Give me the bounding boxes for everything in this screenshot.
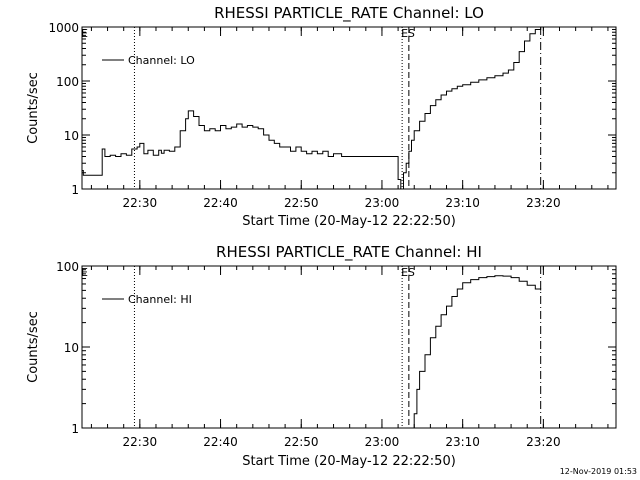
marker-label: E [401, 266, 408, 279]
panel-2: RHESSI PARTICLE_RATE Channel: HI 1 10 100 22… [26, 243, 617, 469]
y-tick-label: 100 [56, 260, 79, 274]
marker-label: E [81, 27, 88, 40]
x-tick-label: 22:40 [203, 196, 238, 210]
y-tick-label: 10 [64, 129, 79, 143]
y-tick-label: 10 [64, 341, 79, 355]
legend-entry: Channel: HI [128, 293, 192, 306]
y-tick-label: 100 [56, 75, 79, 89]
x-tick-label: 22:30 [123, 196, 158, 210]
x-tick-label: 23:00 [365, 435, 400, 449]
x-tick-label: 22:30 [123, 435, 158, 449]
marker-label: E [401, 27, 408, 40]
plot-frame [81, 265, 617, 429]
legend-entry: Channel: LO [128, 54, 195, 67]
x-tick-label: 22:50 [284, 435, 319, 449]
x-tick-label: 23:00 [365, 196, 400, 210]
chart-title: RHESSI PARTICLE_RATE Channel: LO [214, 4, 484, 23]
x-tick-label: 23:10 [445, 196, 480, 210]
plot-frame [81, 26, 617, 190]
x-tick-label: 22:50 [284, 196, 319, 210]
series-line [82, 27, 542, 190]
y-tick-label: 1 [71, 183, 79, 197]
legend: Channel: HI [102, 293, 192, 306]
y-tick-label: 1 [71, 422, 79, 436]
panel-1: RHESSI PARTICLE_RATE Channel: LO 1 10 100 10… [26, 4, 617, 229]
marker-label: S [408, 27, 415, 40]
y-axis-label: Counts/sec [26, 72, 41, 144]
chart-title: RHESSI PARTICLE_RATE Channel: HI [216, 243, 482, 262]
series-line [411, 275, 542, 429]
x-axis-label: Start Time (20-May-12 22:22:50) [242, 214, 456, 229]
x-tick-label: 22:40 [203, 435, 238, 449]
legend: Channel: LO [102, 54, 195, 67]
marker-label: E [81, 266, 88, 279]
x-tick-label: 23:20 [526, 196, 561, 210]
x-axis-label: Start Time (20-May-12 22:22:50) [242, 454, 456, 469]
marker-label: S [408, 266, 415, 279]
x-tick-label: 23:20 [526, 435, 561, 449]
y-tick-label: 1000 [48, 21, 79, 35]
footer-timestamp: 12-Nov-2019 01:53 [560, 467, 637, 476]
x-tick-label: 23:10 [445, 435, 480, 449]
y-axis-label: Counts/sec [26, 311, 41, 383]
